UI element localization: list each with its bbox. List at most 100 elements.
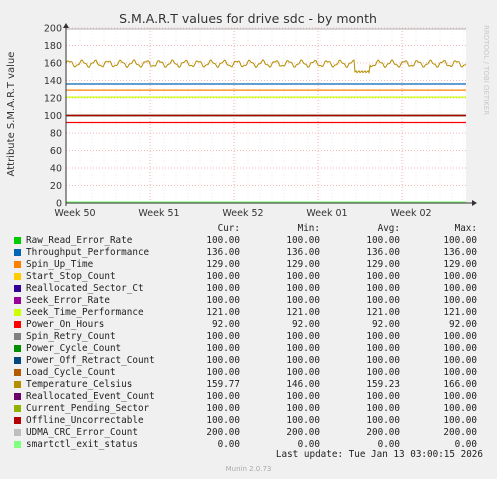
legend-row: Power_Off_Retract_Count 100.00 100.00 100.0… [14, 355, 484, 367]
legend-swatch [14, 369, 21, 376]
legend-swatch [14, 321, 21, 328]
legend-value-min: 100.00 [286, 343, 320, 354]
legend-value-max: 136.00 [443, 247, 477, 258]
legend-value-min: 100.00 [286, 283, 320, 294]
legend-value-avg: 100.00 [366, 235, 400, 246]
legend-swatch [14, 285, 21, 292]
legend-value-avg: 121.00 [366, 307, 400, 318]
legend-series-name: Power_On_Hours [26, 319, 105, 330]
y-tick-label: 20 [50, 181, 62, 192]
legend-value-max: 100.00 [443, 271, 477, 282]
legend-swatch [14, 405, 21, 412]
legend-swatch [14, 261, 21, 268]
legend-value-avg: 100.00 [366, 415, 400, 426]
legend-value-min: 200.00 [286, 427, 320, 438]
legend-swatch [14, 381, 21, 388]
legend-value-min: 100.00 [286, 271, 320, 282]
series-lines [65, 28, 467, 203]
legend-value-avg: 200.00 [366, 427, 400, 438]
y-tick-label: 120 [44, 94, 62, 105]
legend-row: UDMA_CRC_Error_Count 200.00 200.00 200.00 20… [14, 427, 484, 439]
legend-value-min: 92.00 [292, 319, 320, 330]
legend-series-name: Seek_Error_Rate [26, 295, 110, 306]
legend-series-name: smartctl_exit_status [26, 439, 138, 450]
legend-row: Load_Cycle_Count 100.00 100.00 100.00 100.00 [14, 367, 484, 379]
legend-row: Power_On_Hours 92.00 92.00 92.00 92.00 [14, 319, 484, 331]
legend-value-max: 100.00 [443, 391, 477, 402]
legend-row: Reallocated_Sector_Ct 100.00 100.00 100.00 1… [14, 283, 484, 295]
legend-row: Raw_Read_Error_Rate 100.00 100.00 100.00 100… [14, 235, 484, 247]
legend-value-min: 121.00 [286, 307, 320, 318]
legend-row: Spin_Up_Time 129.00 129.00 129.00 129.00 [14, 259, 484, 271]
legend-value-cur: 121.00 [206, 307, 240, 318]
legend-row: Offline_Uncorrectable 100.00 100.00 100.00 1… [14, 415, 484, 427]
legend-value-min: 100.00 [286, 403, 320, 414]
y-tick-labels: 0 20 40 60 80 100 120 140 160 180 200 [44, 24, 62, 210]
legend-value-min: 100.00 [286, 355, 320, 366]
legend-value-cur: 100.00 [206, 343, 240, 354]
y-tick-label: 180 [44, 41, 62, 52]
legend-value-avg: 100.00 [366, 283, 400, 294]
munin-version: Munin 2.0.73 [225, 465, 272, 473]
legend-swatch [14, 297, 21, 304]
legend-swatch [14, 441, 21, 448]
legend-swatch [14, 357, 21, 364]
legend-series-name: Raw_Read_Error_Rate [26, 235, 133, 246]
legend-value-cur: 100.00 [206, 331, 240, 342]
legend-value-avg: 129.00 [366, 259, 400, 270]
x-tick-label: Week 52 [222, 208, 263, 219]
legend-series-name: Start_Stop_Count [26, 271, 116, 282]
x-tick-label: Week 01 [306, 208, 347, 219]
legend-series-name: Spin_Retry_Count [26, 331, 116, 342]
legend-value-min: 100.00 [286, 235, 320, 246]
legend-value-avg: 159.23 [366, 379, 400, 390]
legend-row: Start_Stop_Count 100.00 100.00 100.00 100.00 [14, 271, 484, 283]
legend-row: Seek_Error_Rate 100.00 100.00 100.00 100.00 [14, 295, 484, 307]
legend-value-min: 100.00 [286, 331, 320, 342]
legend-series-name: Temperature_Celsius [26, 379, 133, 390]
y-tick-label: 60 [50, 146, 62, 157]
legend-value-max: 100.00 [443, 415, 477, 426]
legend-value-cur: 100.00 [206, 403, 240, 414]
y-tick-label: 200 [44, 24, 62, 35]
legend-value-cur: 92.00 [212, 319, 240, 330]
legend-value-min: 100.00 [286, 415, 320, 426]
legend-value-cur: 159.77 [206, 379, 240, 390]
legend-value-avg: 100.00 [366, 391, 400, 402]
legend-column-header: Max: [454, 223, 477, 234]
legend-value-avg: 100.00 [366, 295, 400, 306]
y-tick-label: 140 [44, 76, 62, 87]
legend-value-max: 100.00 [443, 331, 477, 342]
legend-value-min: 146.00 [286, 379, 320, 390]
legend-column-header: Avg: [377, 223, 400, 234]
y-tick-label: 80 [50, 129, 62, 140]
y-tick-label: 160 [44, 59, 62, 70]
legend-series-name: Seek_Time_Performance [26, 307, 144, 318]
legend-value-min: 0.00 [297, 439, 320, 450]
legend-value-max: 129.00 [443, 259, 477, 270]
legend-swatch [14, 237, 21, 244]
legend-series-name: Power_Off_Retract_Count [26, 355, 155, 366]
legend-row: smartctl_exit_status 0.00 0.00 0.00 0.00 [14, 439, 484, 451]
legend-value-min: 100.00 [286, 295, 320, 306]
legend-value-max: 100.00 [443, 355, 477, 366]
x-tick-labels: Week 50 Week 51 Week 52 Week 01 Week 02 [54, 208, 431, 219]
legend-series-name: Reallocated_Sector_Ct [26, 283, 144, 294]
legend-swatch [14, 345, 21, 352]
legend-row: Throughput_Performance 136.00 136.00 136.00… [14, 247, 484, 259]
legend-row: Temperature_Celsius 159.77 146.00 159.23 166… [14, 379, 484, 391]
legend-value-avg: 100.00 [366, 355, 400, 366]
y-tick-label: 40 [50, 164, 62, 175]
legend-swatch [14, 429, 21, 436]
legend-series-name: Spin_Up_Time [26, 259, 94, 270]
chart-title: S.M.A.R.T values for drive sdc - by mont… [119, 11, 377, 26]
legend-value-max: 166.00 [443, 379, 477, 390]
y-tick-label: 100 [44, 111, 62, 122]
legend-series-name: Current_Pending_Sector [26, 403, 150, 414]
legend-value-avg: 100.00 [366, 343, 400, 354]
legend-value-avg: 100.00 [366, 403, 400, 414]
legend-value-avg: 136.00 [366, 247, 400, 258]
legend-series-name: UDMA_CRC_Error_Count [26, 427, 138, 438]
last-update-text: Last update: Tue Jan 13 03:00:15 2026 [275, 449, 483, 460]
